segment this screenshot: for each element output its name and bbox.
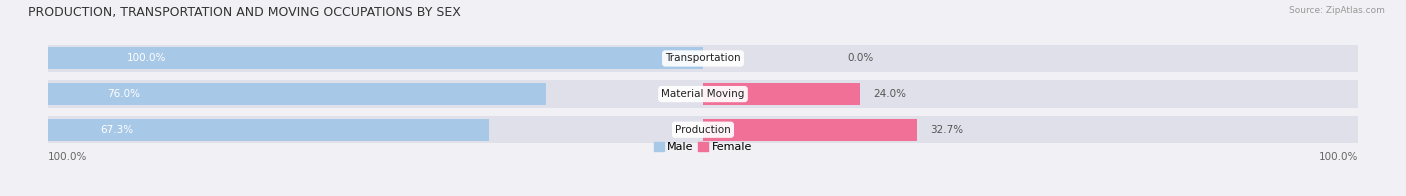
Text: 100.0%: 100.0%: [48, 152, 87, 162]
Text: 32.7%: 32.7%: [931, 125, 963, 135]
Text: 100.0%: 100.0%: [127, 54, 166, 64]
Bar: [48, 80, 1358, 108]
Bar: [48, 83, 546, 105]
Bar: [48, 45, 1358, 72]
Text: 0.0%: 0.0%: [848, 54, 873, 64]
Bar: [48, 47, 703, 70]
Text: Transportation: Transportation: [665, 54, 741, 64]
Text: Material Moving: Material Moving: [661, 89, 745, 99]
Bar: [703, 83, 860, 105]
Bar: [48, 116, 1358, 143]
Bar: [48, 119, 489, 141]
Legend: Male, Female: Male, Female: [650, 138, 756, 157]
Text: 100.0%: 100.0%: [1319, 152, 1358, 162]
Text: 67.3%: 67.3%: [101, 125, 134, 135]
Text: Production: Production: [675, 125, 731, 135]
Text: 76.0%: 76.0%: [107, 89, 141, 99]
Text: 24.0%: 24.0%: [873, 89, 907, 99]
Text: Source: ZipAtlas.com: Source: ZipAtlas.com: [1289, 6, 1385, 15]
Bar: [703, 119, 917, 141]
Text: PRODUCTION, TRANSPORTATION AND MOVING OCCUPATIONS BY SEX: PRODUCTION, TRANSPORTATION AND MOVING OC…: [28, 6, 461, 19]
